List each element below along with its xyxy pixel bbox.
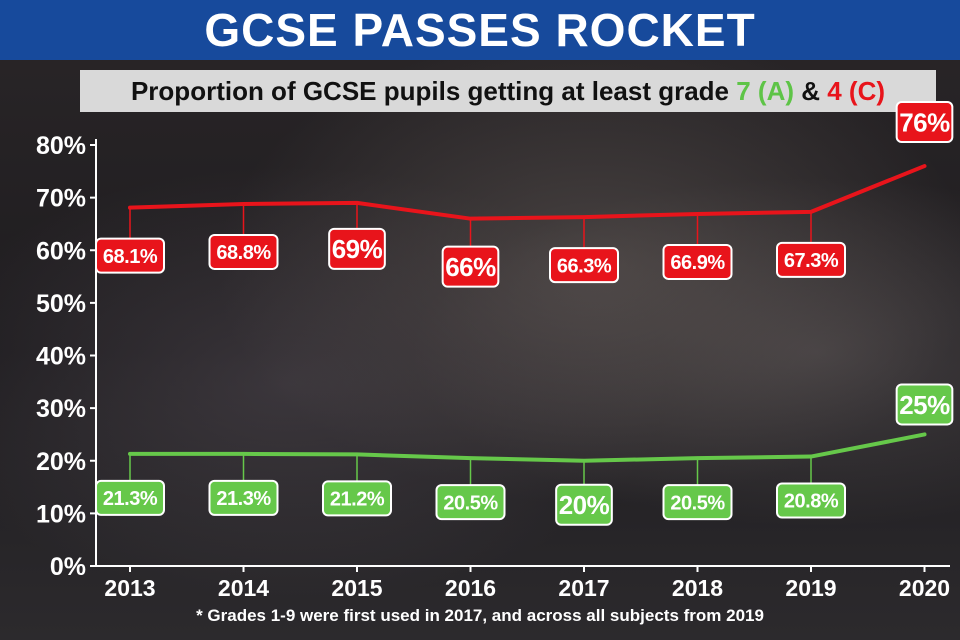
x-tick-label: 2019 <box>785 575 836 601</box>
data-label-box <box>328 227 386 270</box>
data-label: 21.2% <box>330 489 385 511</box>
subtitle-banner: Proportion of GCSE pupils getting at lea… <box>80 70 936 112</box>
data-label: 20.5% <box>443 492 498 514</box>
data-label: 66% <box>445 252 496 282</box>
y-tick-label: 20% <box>36 448 86 476</box>
data-label: 20.5% <box>670 492 725 514</box>
data-label: 20.8% <box>784 491 839 513</box>
chart-subtitle: Proportion of GCSE pupils getting at lea… <box>131 76 885 107</box>
data-label: 68.8% <box>216 242 271 264</box>
data-label: 25% <box>899 390 950 420</box>
y-tick-label: 30% <box>36 395 86 423</box>
data-label: 67.3% <box>784 250 839 272</box>
data-label-box <box>441 245 500 288</box>
data-label-box <box>435 484 506 521</box>
y-tick-label: 10% <box>36 500 86 528</box>
data-label-box <box>95 237 165 274</box>
x-tick-label: 2015 <box>331 575 382 601</box>
chart-title: GCSE PASSES ROCKET <box>204 4 756 56</box>
x-tick-label: 2018 <box>672 575 723 601</box>
y-tick-label: 60% <box>36 237 86 265</box>
x-tick-label: 2016 <box>445 575 496 601</box>
x-tick-label: 2013 <box>104 575 155 601</box>
x-tick-label: 2017 <box>558 575 609 601</box>
y-tick-label: 80% <box>36 132 86 160</box>
data-label: 21.3% <box>103 488 158 510</box>
data-label: 76% <box>899 107 950 137</box>
data-label: 66.9% <box>670 252 725 274</box>
data-label: 68.1% <box>103 246 158 268</box>
footnote: * Grades 1-9 were first used in 2017, an… <box>196 606 764 625</box>
data-label: 66.3% <box>557 255 612 277</box>
data-label-box <box>322 480 392 517</box>
x-tick-label: 2014 <box>218 575 269 601</box>
data-label-box <box>895 101 954 144</box>
x-tick-label: 2020 <box>899 575 950 601</box>
y-tick-label: 0% <box>50 553 86 581</box>
subtitle-grade4: 4 (C) <box>827 75 886 106</box>
series-line-grade4 <box>128 164 927 221</box>
data-label-box <box>208 233 279 270</box>
data-label-box <box>549 247 619 284</box>
data-label-box <box>776 482 846 519</box>
data-label-box <box>662 243 733 280</box>
subtitle-joiner: & <box>794 75 828 106</box>
data-label: 69% <box>332 234 383 264</box>
data-label-box <box>662 484 733 521</box>
data-label-box <box>555 483 613 526</box>
data-label-box <box>895 383 954 426</box>
data-label-box <box>776 241 846 278</box>
data-label: 21.3% <box>216 488 271 510</box>
title-banner: GCSE PASSES ROCKET <box>0 0 960 60</box>
data-label-box <box>95 479 165 516</box>
y-tick-label: 50% <box>36 290 86 318</box>
series-line-grade7 <box>128 432 927 463</box>
y-tick-label: 70% <box>36 185 86 213</box>
subtitle-prefix: Proportion of GCSE pupils getting at lea… <box>130 75 737 106</box>
subtitle-grade7: 7 (A) <box>736 75 795 106</box>
data-label: 20% <box>559 490 610 520</box>
data-label-box <box>208 479 279 516</box>
y-tick-label: 40% <box>36 343 86 371</box>
